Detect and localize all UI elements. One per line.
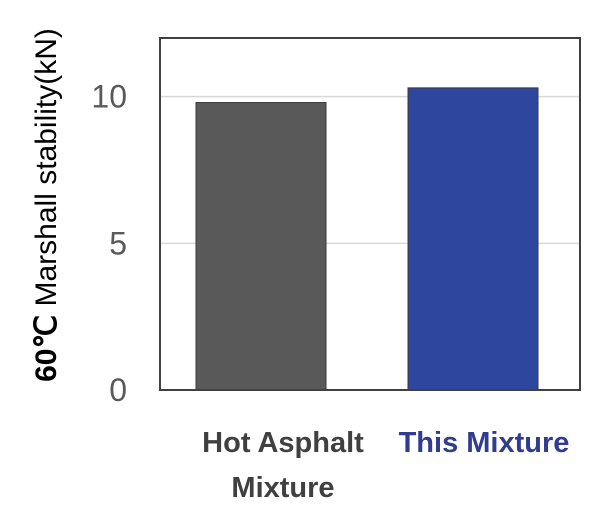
bar-0 bbox=[195, 102, 327, 391]
x-category-label-0-line-1: Mixture bbox=[231, 472, 334, 504]
y-axis-label-text: Marshall stability(kN) bbox=[30, 28, 63, 315]
x-category-label-0-line-0: Hot Asphalt bbox=[202, 427, 364, 459]
x-category-label-1-line-0: This Mixture bbox=[399, 427, 570, 459]
bar-1 bbox=[407, 87, 539, 391]
y-tick-label-1: 5 bbox=[109, 225, 127, 261]
y-tick-label-0: 0 bbox=[109, 372, 127, 408]
bars bbox=[195, 87, 539, 391]
x-category-label-1: This Mixture bbox=[399, 427, 570, 459]
y-tick-labels: 0 5 10 bbox=[91, 79, 127, 408]
plot-frame bbox=[159, 37, 581, 391]
x-category-label-0: Hot Asphalt Mixture bbox=[202, 427, 364, 504]
x-category-labels: Hot Asphalt Mixture This Mixture bbox=[202, 427, 569, 504]
y-tick-label-2: 10 bbox=[91, 79, 127, 115]
y-axis-label: 60℃ Marshall stability(kN) bbox=[30, 28, 63, 382]
y-axis-label-unit: 60℃ bbox=[30, 315, 63, 382]
